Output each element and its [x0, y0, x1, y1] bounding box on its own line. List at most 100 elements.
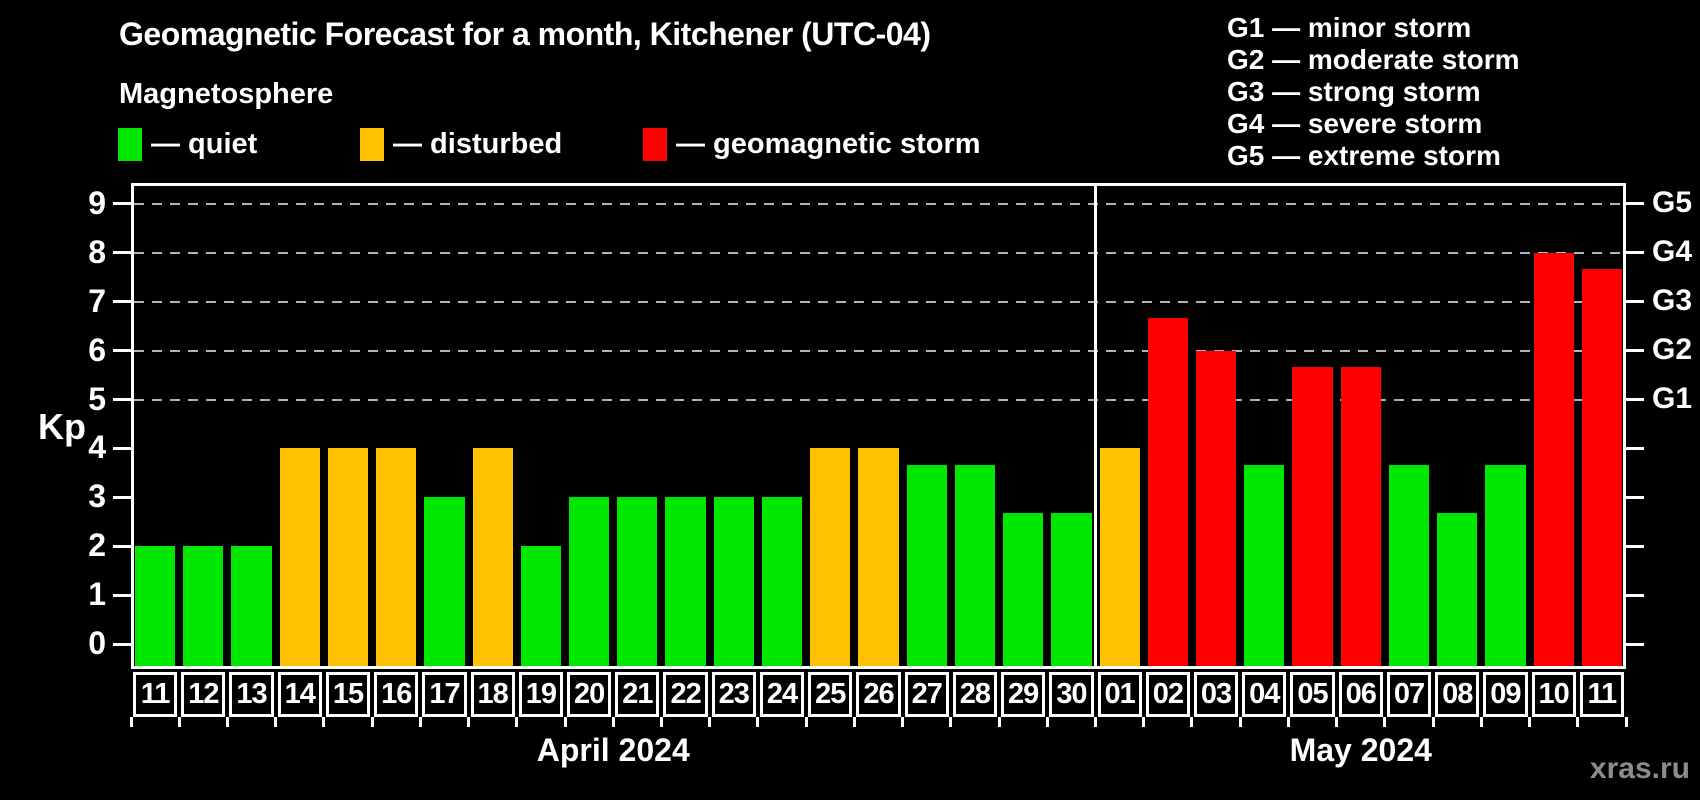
y-tick-right-0 — [1626, 642, 1644, 646]
watermark: xras.ru — [1589, 752, 1690, 785]
legend-item-quiet: — quiet — [118, 127, 257, 161]
day-boundary-tick — [1142, 717, 1146, 727]
bar-apr-27 — [906, 464, 947, 666]
day-boundary-tick — [1624, 717, 1628, 727]
y-tick-left-6 — [113, 349, 131, 353]
g-legend-line-g1: G1 — minor storm — [1227, 12, 1472, 43]
bar-apr-25 — [810, 448, 851, 666]
legend-item-disturbed: — disturbed — [360, 127, 562, 161]
day-boundary-tick — [274, 717, 278, 727]
y-tick-left-3 — [113, 495, 131, 499]
y-tick-label-4: 4 — [88, 429, 106, 466]
day-boundary-tick — [1286, 717, 1290, 727]
day-boundary-tick — [997, 717, 1001, 727]
bar-apr-23 — [713, 497, 754, 666]
day-cell-may-05: 05 — [1290, 672, 1335, 717]
day-cell-may-02: 02 — [1145, 672, 1190, 717]
day-boundary-tick — [708, 717, 712, 727]
day-boundary-tick — [515, 717, 519, 727]
bar-apr-22 — [665, 497, 706, 666]
y-tick-label-7: 7 — [88, 282, 106, 319]
y-tick-left-7 — [113, 300, 131, 304]
y-tick-label-6: 6 — [88, 331, 106, 368]
y-tick-label-5: 5 — [88, 380, 106, 417]
bar-apr-17 — [424, 497, 465, 666]
y-tick-right-5 — [1626, 398, 1644, 401]
day-boundary-tick — [322, 717, 326, 727]
day-cell-apr-23: 23 — [711, 672, 756, 717]
day-boundary-tick — [1383, 717, 1387, 727]
day-boundary-tick — [1238, 717, 1242, 727]
day-boundary-tick — [1576, 717, 1580, 727]
day-cell-apr-17: 17 — [422, 672, 467, 717]
day-cell-apr-25: 25 — [808, 672, 853, 717]
bar-may-02 — [1147, 317, 1188, 666]
g-level-label-G1: G1 — [1652, 381, 1693, 415]
gridline-kp6 — [134, 349, 1623, 352]
y-tick-right-4 — [1626, 446, 1644, 450]
y-axis-line — [131, 183, 134, 669]
y-axis-title: Kp — [38, 406, 86, 447]
day-boundary-tick — [563, 717, 567, 727]
day-boundary-tick — [901, 717, 905, 727]
bar-apr-19 — [520, 546, 562, 666]
day-cell-apr-22: 22 — [663, 672, 708, 717]
quiet-swatch-icon — [118, 127, 142, 161]
day-boundary-tick — [1335, 717, 1339, 727]
bar-may-09 — [1485, 464, 1526, 666]
g-level-label-G4: G4 — [1652, 234, 1693, 268]
disturbed-swatch-icon — [360, 127, 384, 161]
legend-item-storm: — geomagnetic storm — [643, 127, 981, 161]
day-boundary-tick — [1431, 717, 1435, 727]
y-tick-right-8 — [1626, 251, 1644, 255]
day-cell-apr-19: 19 — [518, 672, 564, 717]
day-cell-may-07: 07 — [1386, 672, 1432, 717]
day-boundary-tick — [177, 717, 181, 727]
g-legend-line-g4: G4 — severe storm — [1227, 108, 1483, 139]
month-label-0: April 2024 — [536, 732, 690, 768]
y-tick-label-1: 1 — [88, 576, 106, 613]
day-cell-may-08: 08 — [1435, 672, 1480, 717]
bar-apr-26 — [858, 448, 899, 666]
y-tick-label-2: 2 — [88, 527, 106, 564]
page-title: Geomagnetic Forecast for a month, Kitche… — [119, 16, 931, 52]
y-tick-left-4 — [113, 446, 131, 450]
legend-item-label: — disturbed — [393, 127, 563, 160]
day-cell-may-01: 01 — [1097, 672, 1142, 717]
x-axis-line — [131, 666, 1626, 669]
day-cell-apr-24: 24 — [759, 672, 805, 717]
plot-top-border — [131, 183, 1626, 186]
y-tick-left-0 — [113, 642, 131, 646]
bar-apr-20 — [569, 497, 610, 666]
bar-apr-28 — [954, 464, 996, 666]
g-legend-line-g3: G3 — strong storm — [1227, 76, 1481, 107]
month-separator-line — [1094, 186, 1098, 666]
day-cell-apr-26: 26 — [856, 672, 901, 717]
g-scale-legend: G1 — minor storm G2 — moderate storm G3 … — [1227, 12, 1520, 172]
y-tick-left-2 — [113, 544, 131, 548]
day-boundary-tick — [804, 717, 808, 727]
day-cell-apr-28: 28 — [952, 672, 998, 717]
day-boundary-tick — [467, 717, 471, 727]
bar-apr-29 — [1003, 513, 1044, 666]
day-cell-may-09: 09 — [1483, 672, 1528, 717]
g-level-label-G3: G3 — [1652, 283, 1693, 317]
bar-apr-16 — [376, 448, 417, 666]
day-boundary-tick — [1094, 717, 1098, 727]
y-tick-right-2 — [1626, 544, 1644, 548]
gridline-kp5 — [134, 398, 1623, 401]
y-tick-label-3: 3 — [88, 478, 106, 515]
day-cell-apr-12: 12 — [181, 672, 226, 717]
day-cell-may-04: 04 — [1242, 672, 1287, 717]
bar-apr-18 — [472, 448, 513, 666]
bar-may-08 — [1437, 513, 1478, 666]
g-legend-line-g5: G5 — extreme storm — [1227, 140, 1501, 171]
day-cell-apr-15: 15 — [325, 672, 371, 717]
y-tick-label-0: 0 — [88, 625, 106, 661]
day-cell-apr-14: 14 — [277, 672, 322, 717]
bar-may-04 — [1244, 464, 1285, 666]
day-cell-apr-13: 13 — [229, 672, 274, 717]
day-cell-may-10: 10 — [1531, 672, 1576, 717]
day-boundary-tick — [659, 717, 663, 727]
